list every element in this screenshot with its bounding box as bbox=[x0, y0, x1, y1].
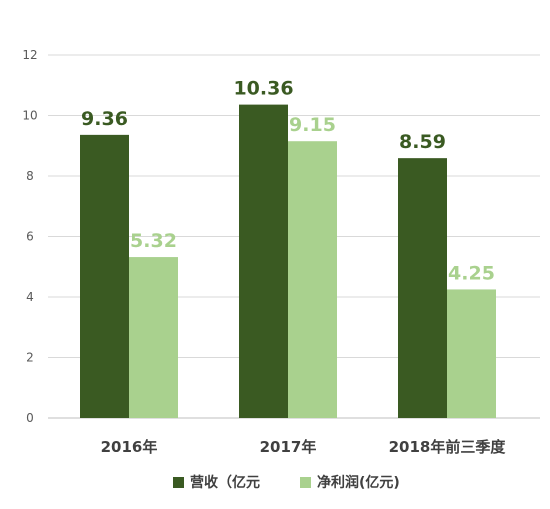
legend-swatch-net-profit bbox=[300, 477, 311, 488]
data-label-1-0: 10.36 bbox=[233, 78, 293, 100]
y-tick-label-12: 12 bbox=[22, 48, 37, 62]
data-labels: 9.36 5.32 10.36 9.15 8.59 4.25 bbox=[81, 78, 495, 285]
data-label-0-0: 9.36 bbox=[81, 108, 128, 130]
bar-2-0 bbox=[398, 158, 447, 418]
category-labels: 2016年 2017年 2018年前三季度 bbox=[101, 438, 507, 456]
y-tick-label-4: 4 bbox=[26, 290, 34, 304]
category-label-1: 2017年 bbox=[260, 438, 317, 456]
legend-swatch-revenue bbox=[173, 477, 184, 488]
data-label-0-1: 5.32 bbox=[130, 230, 177, 252]
y-tick-label-8: 8 bbox=[26, 169, 34, 183]
bar-0-1 bbox=[129, 257, 178, 418]
bar-0-0 bbox=[80, 134, 129, 419]
category-label-2: 2018年前三季度 bbox=[389, 438, 507, 456]
y-tick-label-2: 2 bbox=[26, 351, 34, 365]
data-label-1-1: 9.15 bbox=[289, 114, 336, 136]
y-tick-label-10: 10 bbox=[22, 109, 37, 123]
bar-1-0 bbox=[239, 104, 288, 419]
data-label-2-1: 4.25 bbox=[448, 262, 495, 284]
y-tick-label-0: 0 bbox=[26, 411, 34, 425]
data-label-2-0: 8.59 bbox=[399, 131, 446, 153]
bar-1-1 bbox=[288, 141, 337, 418]
legend-label-net-profit: 净利润(亿元) bbox=[317, 474, 400, 491]
legend-label-revenue: 营收（亿元 bbox=[190, 474, 260, 491]
y-axis-ticks: 0 2 4 6 8 10 12 bbox=[22, 48, 37, 425]
bars bbox=[80, 104, 496, 419]
category-label-0: 2016年 bbox=[101, 438, 158, 456]
bar-2-1 bbox=[447, 289, 496, 418]
y-tick-label-6: 6 bbox=[26, 230, 34, 244]
legend: 营收（亿元 净利润(亿元) bbox=[173, 474, 400, 491]
